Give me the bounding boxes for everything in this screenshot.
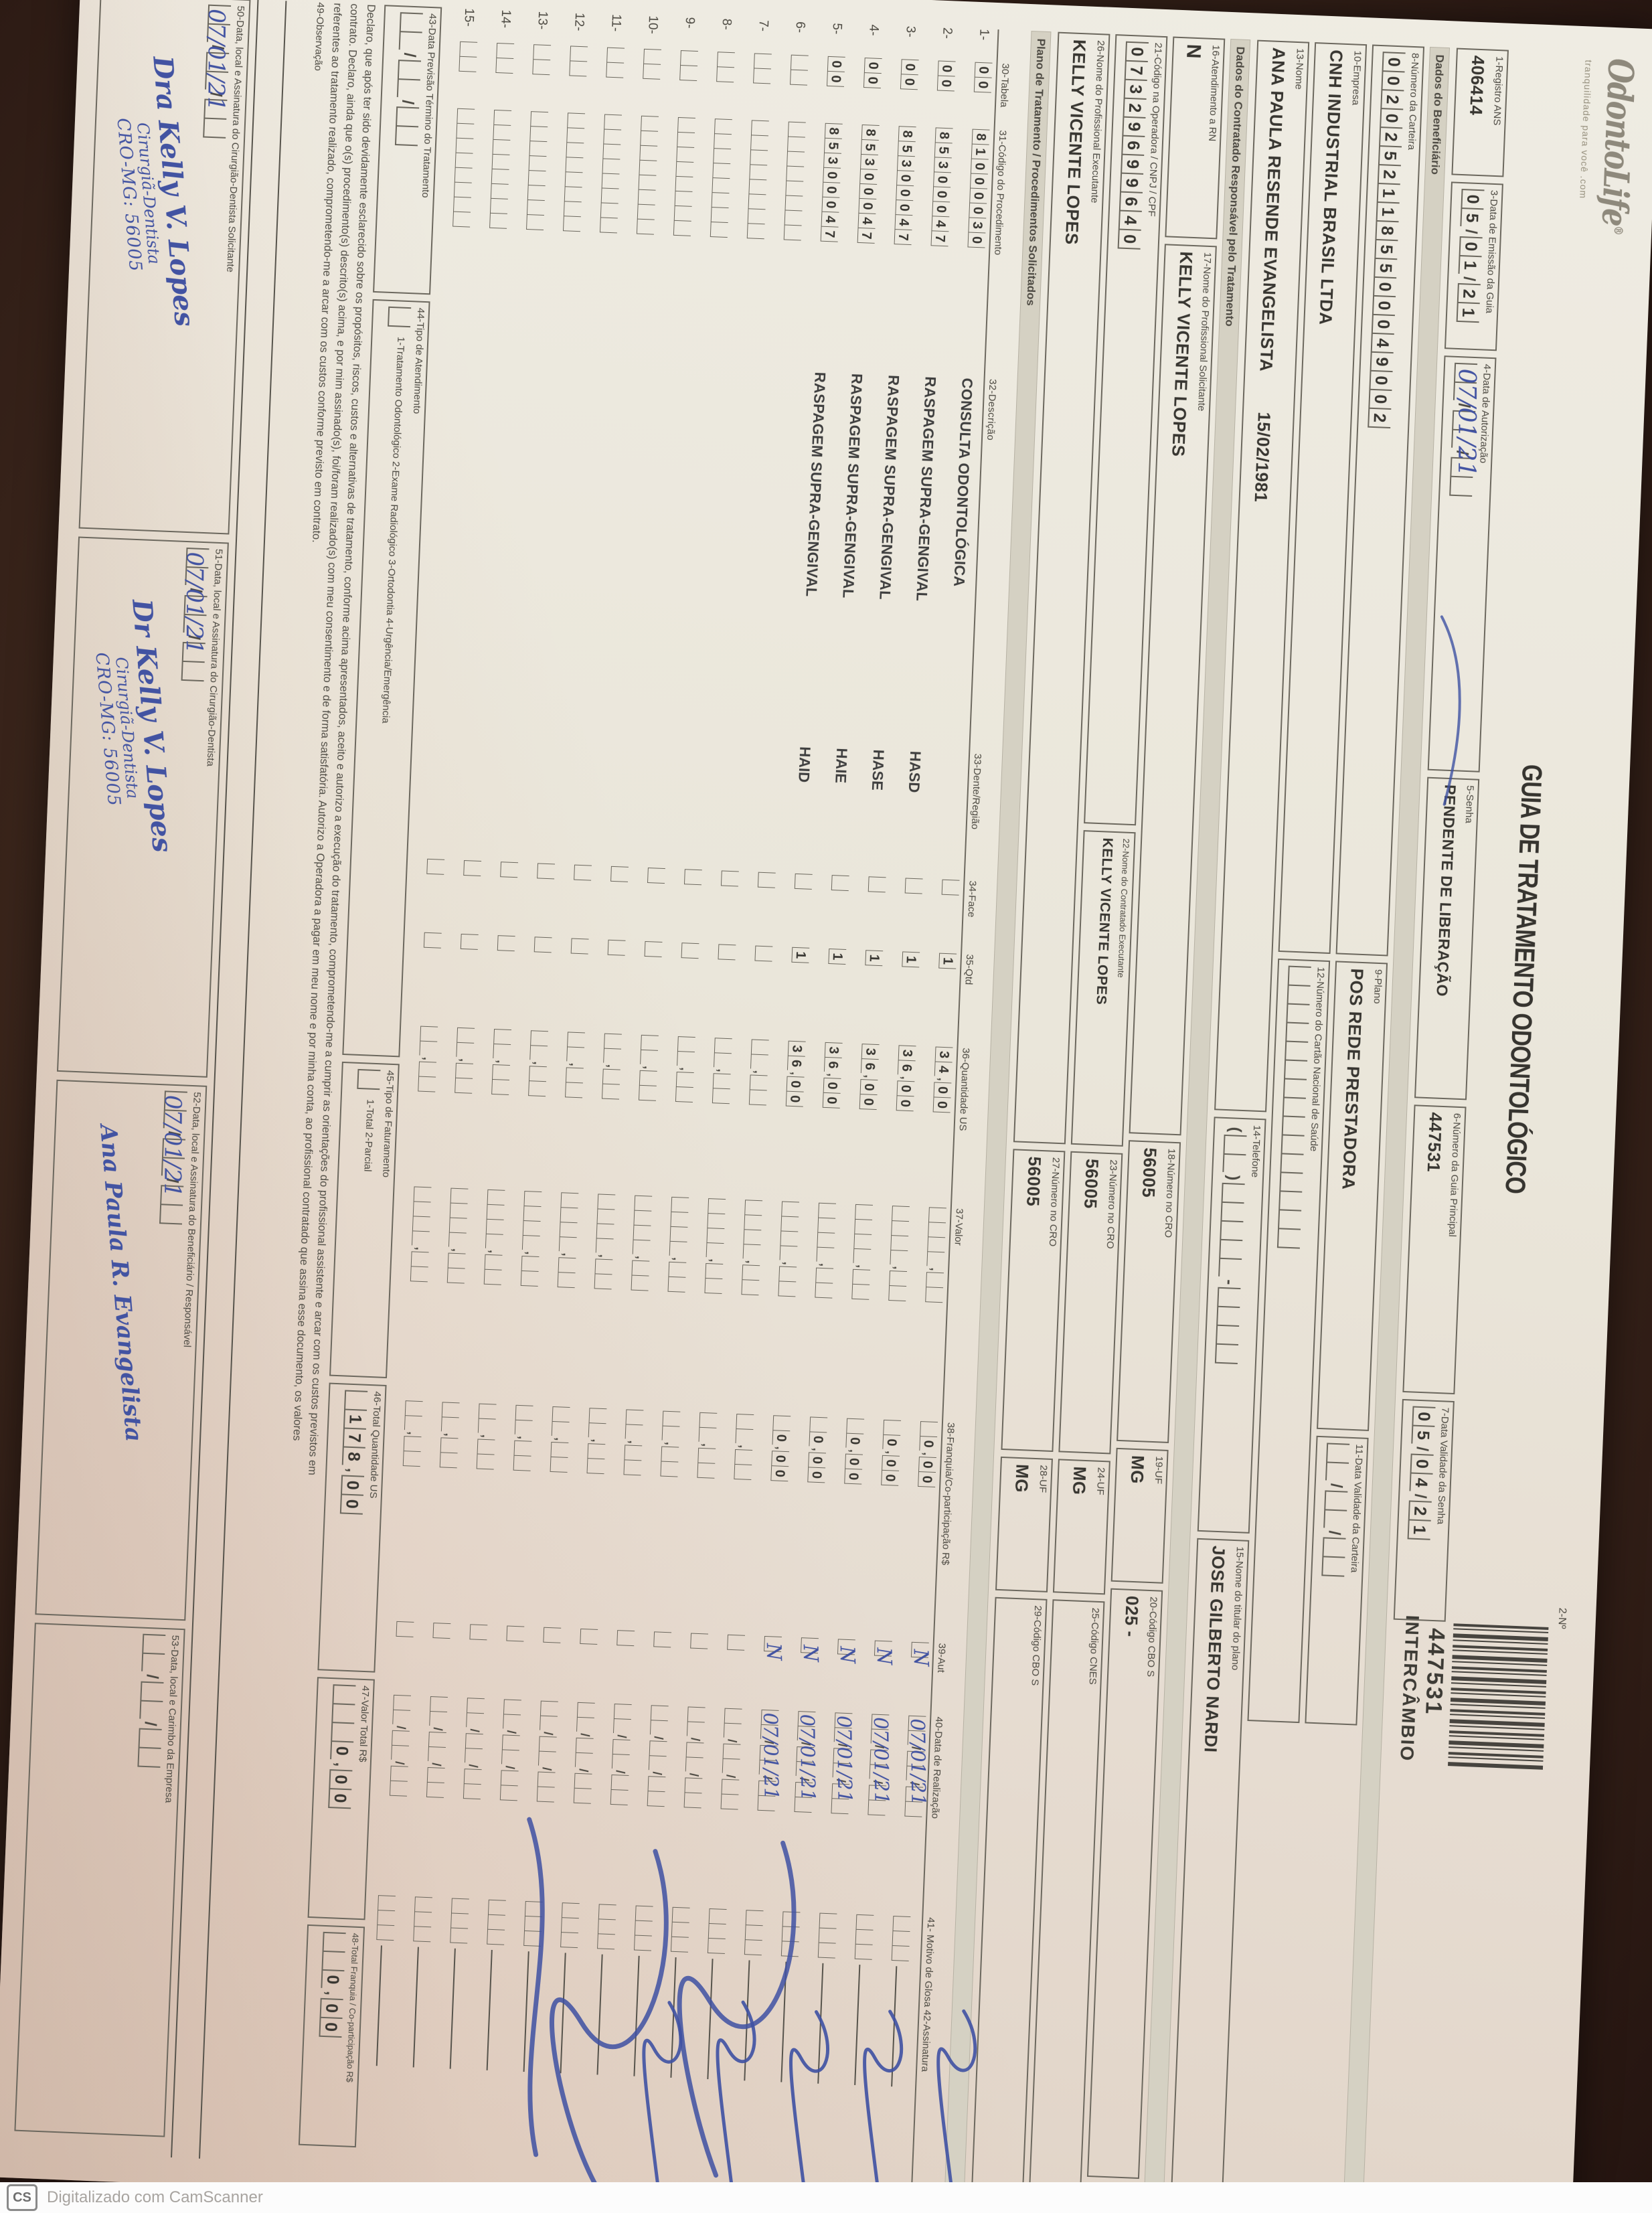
field-uf-executante: 24-UF MG: [1052, 1459, 1110, 1595]
logo-tagline: tranquilidade para você .com: [1578, 60, 1594, 199]
barcode-number-label: 2-Nº: [1556, 1607, 1568, 1629]
signature-dentista-executante: Dr Kelly V. Lopes Cirurgiã-Dentista CRO-…: [91, 598, 179, 854]
assinatura-line: [596, 1954, 626, 2076]
field-assinatura-beneficiario: 52-Data, local e Assinatura do Beneficiá…: [35, 1079, 208, 1621]
assinatura-line: [376, 1945, 405, 2067]
handwritten-data-realizacao: 07/01/21: [795, 1714, 820, 1802]
handwritten-aut: N: [835, 1645, 859, 1664]
field-registro-ans: 1-Registro ANS 406414: [1451, 48, 1509, 177]
field-assinatura-dentista: 51-Data, local e Assinatura do Cirurgião…: [56, 536, 229, 1078]
handwritten-autorizacao-date: 07/01/21: [1453, 368, 1481, 477]
field-cro-solicitante: 18-Número no CRO 56005: [1117, 1140, 1181, 1443]
field-total-quantidade-us: 46-Total Quantidade US 178,00: [317, 1382, 387, 1673]
field-atendimento-rn: 16-Atendimento a RN N: [1165, 36, 1226, 240]
camscanner-text: Digitalizado com CamScanner: [47, 2188, 263, 2206]
odontolife-logo: OdontoLife®: [1593, 58, 1641, 235]
field-validade-senha: 7-Data Validade da Senha 05/04/21: [1393, 1398, 1455, 1622]
assinatura-line: [633, 1955, 663, 2078]
assinatura-line: [486, 1949, 515, 2072]
data-nascimento: 15/02/1981: [1250, 411, 1274, 503]
signature-dentista-solicitante: Dra Kelly V. Lopes Cirurgiã-Dentista CRO…: [112, 55, 201, 328]
field-cro-executante: 23-Número no CRO 56005: [1058, 1151, 1123, 1455]
handwritten-aut: N: [761, 1642, 786, 1661]
handwritten-date-50: 07/01/21: [202, 9, 230, 111]
field-previsao-termino: 43-Data Previsão Término do Tratamento /…: [373, 5, 442, 295]
field-carimbo-empresa: 53-Data, local e Carimbo da Empresa / /: [14, 1623, 185, 2137]
barcode: [1447, 1623, 1549, 1772]
field-valor-total: 47-Valor Total R$ 0,00: [307, 1677, 375, 1920]
field-tipo-faturamento: 45-Tipo de Faturamento 1-Total 2-Parcial: [329, 1061, 400, 1379]
assinatura-line: [854, 1965, 884, 2086]
signature-beneficiario: Ana Paula R. Evangelista: [94, 1123, 147, 1443]
assinatura-line: [817, 1963, 847, 2085]
handwritten-data-realizacao: 07/01/21: [758, 1712, 783, 1800]
assinatura-line: [412, 1947, 442, 2068]
assinatura-line: [891, 1966, 920, 2088]
assinatura-line: [449, 1948, 479, 2070]
field-contratado-executante: 22-Nome do Contratado Executante KELLY V…: [1070, 830, 1136, 1147]
procedures-table: 1- 00 81000030 CONSULTA ODONTOLÓGICA 1 3…: [359, 7, 998, 2188]
camscanner-footer: CS Digitalizado com CamScanner: [0, 2182, 1652, 2213]
assinatura-line: [707, 1959, 736, 2080]
camscanner-logo: CS: [7, 2184, 37, 2211]
field-total-franquia: 48-Total Franquia / Co-participação R$ 0…: [298, 1924, 365, 2148]
handwritten-data-realizacao: 07/01/21: [832, 1715, 857, 1803]
assinatura-line: [670, 1957, 699, 2079]
field-uf-prof-executante: 28-UF MG: [995, 1456, 1053, 1592]
field-cro-prof-executante: 27-Número no CRO 56005: [1001, 1149, 1066, 1453]
form-title: GUIA DE TRATAMENTO ODONTOLÓGICO: [1499, 764, 1549, 1194]
field-assinatura-solicitante: 50-Data, local e Assinatura do Cirurgião…: [78, 0, 251, 535]
handwritten-aut: N: [872, 1647, 896, 1665]
assinatura-line: [744, 1960, 773, 2082]
field-uf-solicitante: 19-UF MG: [1110, 1447, 1169, 1584]
handwritten-data-realizacao: 07/01/21: [906, 1718, 930, 1806]
handwritten-aut: N: [798, 1644, 823, 1663]
guide-number: 447531: [1420, 1627, 1450, 1717]
handwritten-aut: N: [908, 1648, 933, 1667]
handwritten-date-52: 07/01/21: [159, 1094, 187, 1198]
field-data-emissao: 3-Data de Emissão da Guia 05/01/21: [1444, 181, 1503, 351]
field-telefone: 14-Telefone ( ) -: [1197, 1117, 1266, 1534]
assinatura-line: [560, 1953, 589, 2074]
assinatura-line: [523, 1951, 552, 2073]
handwritten-data-realizacao: 07/01/21: [869, 1716, 894, 1805]
handwritten-date-51: 07/01/21: [180, 552, 208, 655]
field-validade-carteira: 11-Data Validade da Carteira / /: [1305, 1435, 1369, 1726]
assinatura-line: [780, 1961, 810, 2083]
